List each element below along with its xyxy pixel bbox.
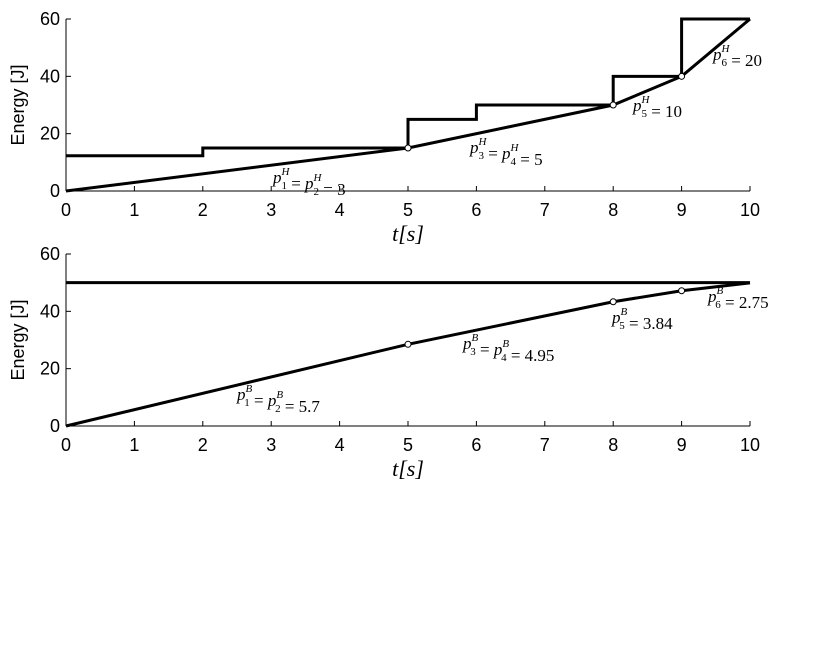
annotation: pB 1 = pB 2 = 5.7 [236,383,320,416]
x-axis-label: t[s] [392,456,424,481]
annotation-text: = 5.7 [281,397,321,416]
symbol: p [501,144,511,163]
subscript: 6 [715,299,721,311]
symbol: p [712,45,722,64]
superscript: B [502,338,509,350]
annotation-text: = 5 [516,150,543,169]
subscript: 2 [314,186,320,198]
x-tick-label: 10 [740,200,760,220]
annotation-text: = 3.84 [625,314,673,333]
annotation-text: = [484,144,502,163]
annotation: pH 6 = 20 [712,43,762,70]
point-marker [678,287,686,295]
superscript: B [621,306,628,318]
annotation-text: = 2.75 [721,293,769,312]
annotation-text: = 3 [319,180,346,199]
symbol: p [611,308,621,327]
superscript: H [478,136,488,148]
superscript: B [246,383,253,395]
subscript: 5 [619,320,625,332]
annotation: pB 5 = 3.84 [611,306,673,333]
point-marker [678,72,686,80]
y-tick-label: 0 [50,181,60,201]
annotation: pB 6 = 2.75 [707,285,769,312]
subscript: 6 [721,57,727,69]
series-line [66,17,750,158]
x-axis-label: t[s] [392,221,424,246]
symbol: p [272,168,282,187]
y-axis-label: Energy [J] [8,299,28,380]
annotation-text: = [476,340,494,359]
x-tick-label: 9 [677,200,687,220]
y-tick-label: 0 [50,416,60,436]
x-tick-label: 5 [403,435,413,455]
series-line [65,281,751,428]
symbol: p [493,340,503,359]
y-tick-label: 20 [40,359,60,379]
x-tick-label: 0 [61,200,71,220]
superscript: H [510,142,520,154]
x-tick-label: 6 [471,435,481,455]
superscript: H [641,94,651,106]
superscript: B [276,389,283,401]
subscript: 5 [641,108,647,120]
annotation: pH 5 = 10 [632,94,682,121]
annotation: pH 3 = pH 4 = 5 [469,136,543,169]
y-tick-label: 40 [40,301,60,321]
x-tick-label: 5 [403,200,413,220]
x-tick-label: 2 [198,200,208,220]
point-marker [609,101,617,109]
x-tick-label: 6 [471,200,481,220]
symbol: p [469,138,479,157]
point-marker [609,298,617,306]
symbol: p [267,391,277,410]
y-tick-label: 20 [40,124,60,144]
superscript: H [281,166,291,178]
x-tick-label: 7 [540,435,550,455]
x-tick-label: 1 [129,435,139,455]
symbol: p [236,385,246,404]
y-tick-label: 40 [40,66,60,86]
x-tick-label: 3 [266,435,276,455]
subscript: 2 [275,403,281,415]
x-tick-label: 2 [198,435,208,455]
subscript: 1 [244,397,250,409]
superscript: B [717,285,724,297]
symbol: p [707,287,717,306]
annotation: pB 3 = pB 4 = 4.95 [462,332,554,365]
symbol: p [632,96,642,115]
y-axis-label: Energy [J] [8,64,28,145]
y-tick-label: 60 [40,244,60,264]
point-marker [404,340,412,348]
y-tick-label: 60 [40,9,60,29]
x-tick-label: 7 [540,200,550,220]
annotation-text: = 20 [727,51,762,70]
subscript: 4 [511,156,517,168]
superscript: B [472,332,479,344]
x-tick-label: 4 [335,200,345,220]
annotation: pH 1 = pH 2 = 3 [272,166,346,199]
superscript: H [313,172,323,184]
x-tick-label: 8 [608,200,618,220]
annotation-text: = [287,174,305,193]
superscript: H [721,43,731,55]
x-tick-label: 1 [129,200,139,220]
annotation-text: = [250,391,268,410]
subscript: 3 [478,150,484,162]
subscript: 3 [470,346,476,358]
annotation-text: = 10 [647,102,682,121]
symbol: p [462,334,472,353]
x-tick-label: 0 [61,435,71,455]
symbol: p [304,174,314,193]
subscript: 4 [501,352,507,364]
x-tick-label: 4 [335,435,345,455]
subscript: 1 [281,180,287,192]
x-tick-label: 8 [608,435,618,455]
point-marker [404,144,412,152]
annotation-text: = 4.95 [507,346,555,365]
x-tick-label: 10 [740,435,760,455]
x-tick-label: 3 [266,200,276,220]
x-tick-label: 9 [677,435,687,455]
